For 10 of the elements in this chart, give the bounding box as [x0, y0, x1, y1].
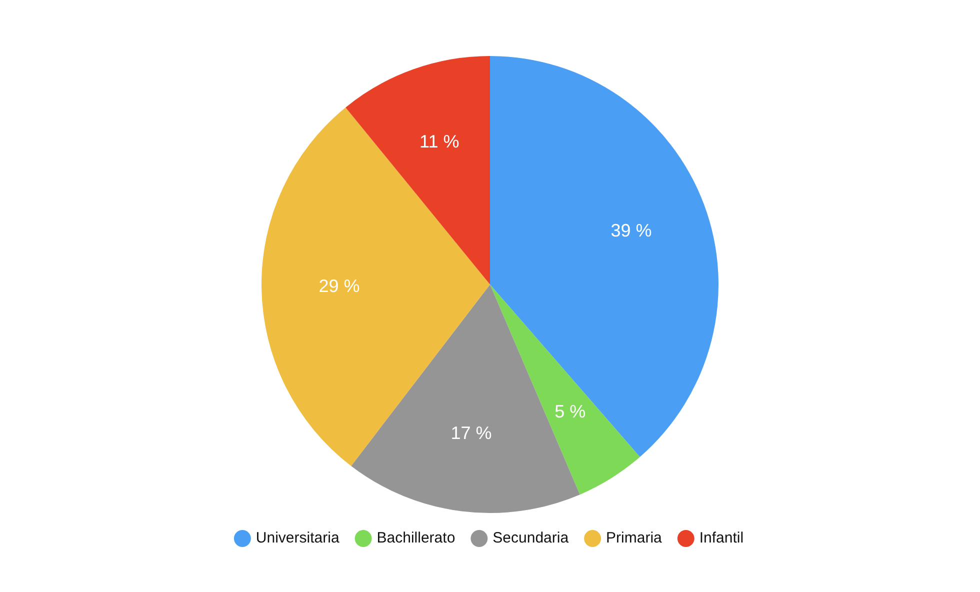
- legend-label: Infantil: [699, 530, 744, 547]
- data-label: 5 %: [554, 401, 586, 422]
- data-label: 17 %: [450, 423, 492, 444]
- legend-label: Bachillerato: [376, 530, 456, 547]
- legend-label: Primaria: [606, 530, 663, 547]
- data-label: 39 %: [610, 220, 652, 241]
- data-label: 11 %: [420, 131, 460, 152]
- data-label: 29 %: [318, 276, 360, 296]
- legend-label: Secundaria: [492, 530, 570, 547]
- legend-label: Universitaria: [256, 530, 340, 547]
